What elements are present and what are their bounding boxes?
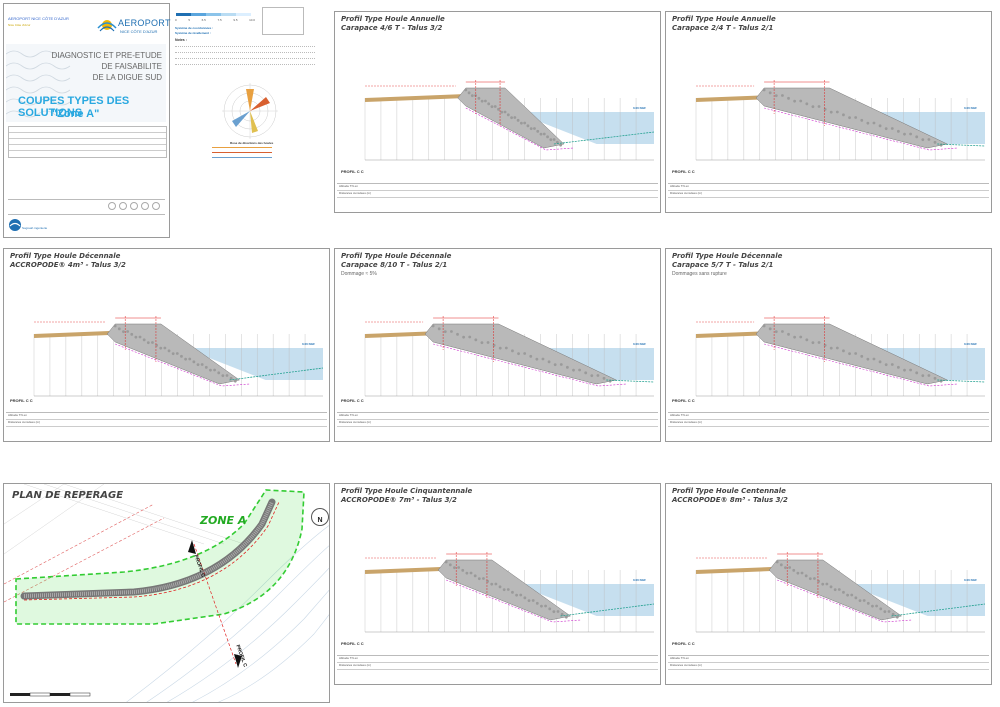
legend-block: 0 5 6.5 7.5 9.5 10.0 Système de coordonnées :…	[172, 3, 330, 236]
drawing-wrapper	[4, 292, 331, 402]
profile-panel: Profil Type Houle Annuelle Carapace 2/4 …	[665, 11, 992, 213]
cross-section-drawing	[695, 80, 986, 161]
profile-title: Profil Type Houle Cinquantennale ACCROPO…	[341, 487, 473, 504]
profile-footer-table: Altitude TN en Distances cumulées (m)	[668, 655, 989, 682]
drawing-wrapper	[666, 292, 993, 402]
footer-row: Altitude TN en	[668, 413, 989, 420]
profile-panel: Profil Type Houle Décennale Carapace 5/7…	[665, 248, 992, 442]
project-line: DIAGNOSTIC ET PRE-ETUDE	[51, 51, 162, 60]
profile-title: Profil Type Houle Décennale ACCROPODE® 4…	[10, 252, 126, 269]
profile-arrow-bottom-icon	[234, 654, 242, 668]
profile-label: PROFIL C C	[341, 398, 364, 403]
project-line: DE LA DIGUE SUD	[92, 73, 162, 82]
footer-row: Distances cumulées (m)	[668, 663, 989, 670]
zone-title: "Zone A"	[52, 108, 100, 120]
map-scale-bar	[10, 692, 91, 697]
footer-row: Altitude TN en	[6, 413, 327, 420]
sheet-number-row	[8, 202, 165, 210]
water-level: 0.00 NGF	[632, 342, 646, 346]
drawing-wrapper	[666, 528, 993, 638]
profile-label: PROFIL C C	[672, 641, 695, 646]
profile-panel: Profil Type Houle Décennale Carapace 8/1…	[334, 248, 661, 442]
profile-note: Dommage ≈ 5%	[341, 271, 377, 277]
rock-pattern	[6, 44, 166, 122]
designer-logo: Sogreah ingénierie	[8, 218, 48, 234]
profile-panel: Profil Type Houle Décennale ACCROPODE® 4…	[3, 248, 330, 442]
profile-footer-table: Altitude TN en Distances cumulées (m)	[6, 412, 327, 439]
north-icon: N	[317, 517, 323, 524]
map-title: PLAN DE REPERAGE	[12, 490, 124, 501]
profile-arrow-top-icon	[188, 540, 196, 554]
footer-row: Distances cumulées (m)	[668, 191, 989, 198]
profile-label: PROFIL C C	[341, 169, 364, 174]
profile-footer-table: Altitude TN en Distances cumulées (m)	[337, 183, 658, 210]
profile-label: PROFIL C C	[341, 641, 364, 646]
footer-row: Distances cumulées (m)	[668, 420, 989, 427]
cross-section-drawing	[364, 316, 655, 397]
profile-panel: Profil Type Houle Cinquantennale ACCROPO…	[334, 483, 661, 685]
small-legend-box	[262, 7, 304, 35]
profile-footer-table: Altitude TN en Distances cumulées (m)	[337, 655, 658, 682]
footer-row: Altitude TN en	[337, 184, 658, 191]
profile-panel: Profil Type Houle Centennale ACCROPODE® …	[665, 483, 992, 685]
profile-title: Profil Type Houle Centennale ACCROPODE® …	[672, 487, 788, 504]
profile-footer-table: Altitude TN en Distances cumulées (m)	[668, 412, 989, 439]
cross-section-drawing	[695, 316, 986, 397]
drawing-wrapper	[335, 528, 662, 638]
profile-title: Profil Type Houle Décennale Carapace 5/7…	[672, 252, 783, 269]
footer-row: Altitude TN en	[337, 656, 658, 663]
wave-rose-chart	[222, 83, 278, 139]
footer-row: Distances cumulées (m)	[337, 191, 658, 198]
footer-row: Distances cumulées (m)	[337, 420, 658, 427]
north-arrow: N	[311, 508, 329, 526]
project-line: DE FAISABILITE	[101, 62, 162, 71]
title-block: AEROPORT NICE CÔTE D'AZUR Nice Côte d'Az…	[3, 3, 170, 238]
sun-logo-icon	[97, 20, 117, 32]
drawing-wrapper	[335, 56, 662, 166]
drawing-title: COUPES TYPES DES SOLUTIONS	[18, 95, 130, 119]
cross-section-drawing	[364, 552, 655, 633]
water-level: 0.00 NGF	[301, 342, 315, 346]
water-level: 0.00 NGF	[963, 578, 977, 582]
drawing-wrapper	[335, 292, 662, 402]
profile-footer-table: Altitude TN en Distances cumulées (m)	[668, 183, 989, 210]
profile-note: Dommages sans rupture	[672, 271, 727, 277]
drawing-wrapper	[666, 56, 993, 166]
location-map	[4, 484, 329, 702]
profile-panel: Profil Type Houle Annuelle Carapace 4/6 …	[334, 11, 661, 213]
water-level: 0.00 NGF	[963, 342, 977, 346]
revision-table	[8, 126, 167, 158]
scale-bar	[176, 13, 251, 16]
profile-footer-table: Altitude TN en Distances cumulées (m)	[337, 412, 658, 439]
water-level: 0.00 NGF	[963, 106, 977, 110]
profile-title: Profil Type Houle Décennale Carapace 8/1…	[341, 252, 452, 269]
sogreah-logo-icon	[9, 219, 21, 231]
cross-section-drawing	[364, 80, 655, 161]
cross-section-drawing	[695, 552, 986, 633]
client-subtitle: Nice Côte d'Azur	[8, 23, 31, 27]
profile-title: Profil Type Houle Annuelle Carapace 4/6 …	[341, 15, 445, 32]
client-name: AEROPORT NICE CÔTE D'AZUR	[8, 16, 69, 21]
water-level: 0.00 NGF	[632, 106, 646, 110]
footer-row: Altitude TN en	[337, 413, 658, 420]
water-level: 0.00 NGF	[632, 578, 646, 582]
footer-row: Altitude TN en	[668, 656, 989, 663]
project-box: DIAGNOSTIC ET PRE-ETUDE DE FAISABILITE D…	[6, 44, 166, 122]
footer-row: Distances cumulées (m)	[337, 663, 658, 670]
cross-section-drawing	[33, 316, 324, 397]
profile-label: PROFIL C C	[672, 398, 695, 403]
zone-label: ZONE A	[200, 514, 247, 527]
footer-row: Altitude TN en	[668, 184, 989, 191]
profile-title: Profil Type Houle Annuelle Carapace 2/4 …	[672, 15, 776, 32]
map-panel: PLAN DE REPERAGE ZONE A PROFIL C PROFIL …	[3, 483, 330, 703]
footer-row: Distances cumulées (m)	[6, 420, 327, 427]
aeroport-logo: AEROPORT NICE CÔTE D'AZUR	[96, 12, 170, 40]
profile-label: PROFIL C C	[672, 169, 695, 174]
profile-label: PROFIL C C	[10, 398, 33, 403]
